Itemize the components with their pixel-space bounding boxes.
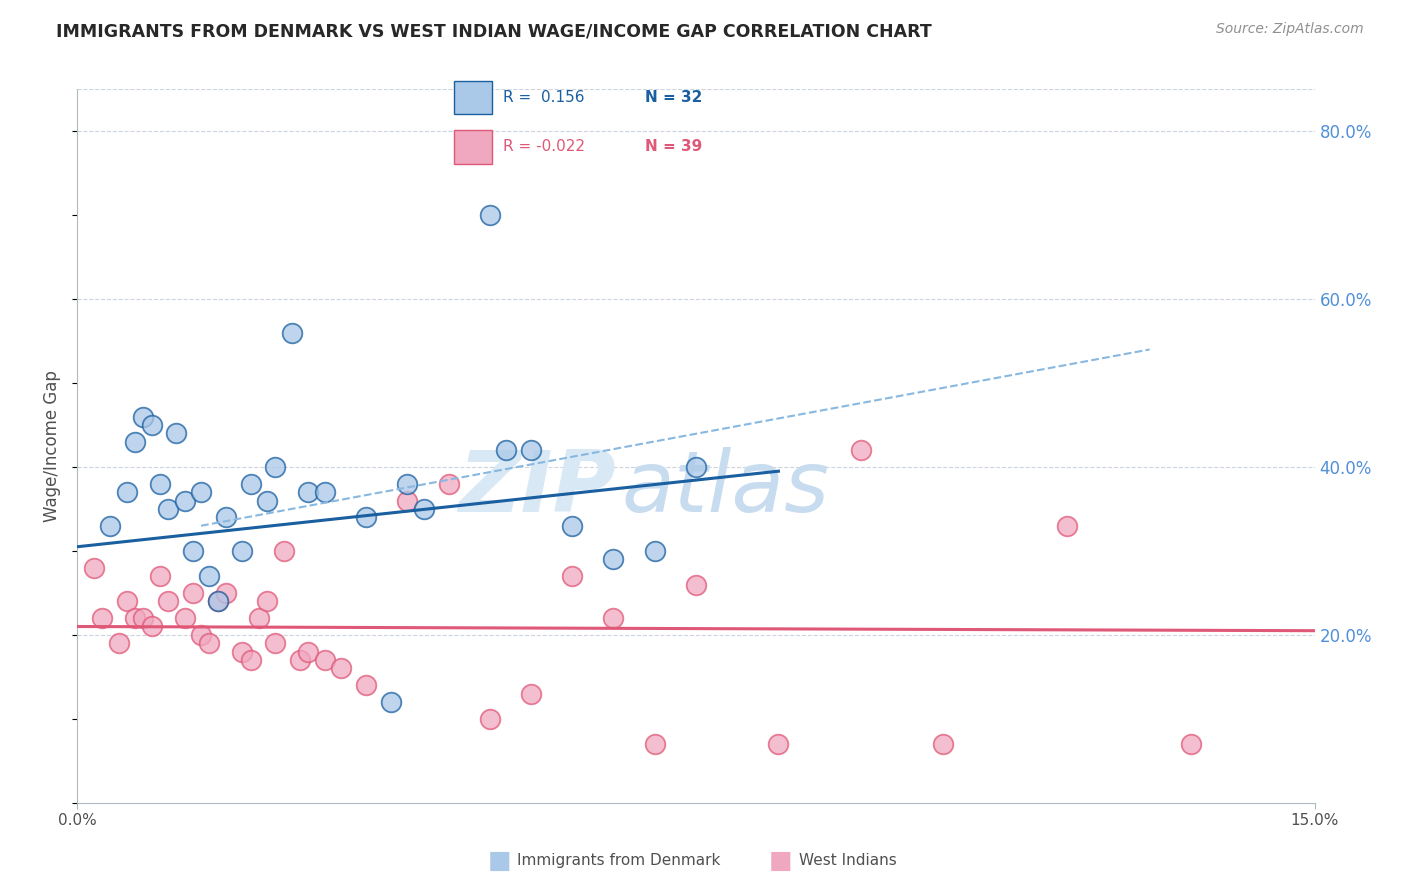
Point (314, 485, 336, 500)
Point (495, 443, 517, 458)
Point (157, 594, 180, 608)
Point (115, 485, 138, 500)
Text: Source: ZipAtlas.com: Source: ZipAtlas.com (1216, 22, 1364, 37)
Point (297, 485, 319, 500)
Text: West Indians: West Indians (799, 854, 897, 868)
Point (132, 611, 155, 625)
Point (165, 426, 187, 441)
Point (520, 687, 543, 701)
Point (107, 636, 129, 650)
Point (264, 636, 287, 650)
Text: R =  0.156: R = 0.156 (503, 90, 585, 105)
Point (181, 586, 204, 600)
Point (198, 569, 221, 583)
Point (273, 544, 295, 558)
Point (644, 737, 666, 751)
Text: IMMIGRANTS FROM DENMARK VS WEST INDIAN WAGE/INCOME GAP CORRELATION CHART: IMMIGRANTS FROM DENMARK VS WEST INDIAN W… (56, 22, 932, 40)
Point (685, 460, 707, 475)
Point (437, 476, 460, 491)
Point (215, 510, 238, 524)
Point (132, 409, 155, 424)
Point (173, 493, 195, 508)
Point (1056, 518, 1078, 533)
Point (215, 586, 238, 600)
Text: ■: ■ (769, 849, 792, 872)
Text: ■: ■ (488, 849, 510, 872)
Text: atlas: atlas (621, 447, 830, 531)
Point (124, 611, 146, 625)
Point (124, 434, 146, 449)
Point (396, 476, 419, 491)
Point (685, 577, 707, 591)
Point (239, 476, 262, 491)
Point (231, 544, 253, 558)
Point (207, 594, 229, 608)
Point (231, 645, 253, 659)
Text: Immigrants from Denmark: Immigrants from Denmark (517, 854, 721, 868)
Text: ZIP: ZIP (458, 447, 616, 531)
Point (190, 485, 212, 500)
Point (396, 493, 419, 508)
Point (330, 661, 353, 675)
Bar (454, 130, 492, 163)
Point (83, 560, 105, 574)
Point (256, 594, 278, 608)
Point (561, 569, 583, 583)
Point (207, 594, 229, 608)
Point (256, 493, 278, 508)
Point (288, 653, 311, 667)
Text: N = 32: N = 32 (644, 90, 702, 105)
Point (412, 502, 434, 516)
Point (380, 695, 402, 709)
Point (281, 326, 304, 340)
Point (602, 611, 624, 625)
Point (198, 636, 221, 650)
Point (173, 611, 195, 625)
Point (1180, 737, 1202, 751)
Point (141, 619, 163, 633)
Point (561, 518, 583, 533)
Text: R = -0.022: R = -0.022 (503, 139, 585, 154)
Point (264, 460, 287, 475)
Point (354, 678, 377, 692)
Bar (454, 80, 492, 114)
Point (932, 737, 955, 751)
Point (849, 443, 872, 458)
Point (644, 544, 666, 558)
Point (149, 569, 172, 583)
Point (520, 443, 543, 458)
Y-axis label: Wage/Income Gap: Wage/Income Gap (44, 370, 62, 522)
Point (98, 518, 121, 533)
Point (478, 712, 501, 726)
Point (91, 611, 114, 625)
Point (354, 510, 377, 524)
Point (478, 208, 501, 222)
Text: N = 39: N = 39 (644, 139, 702, 154)
Point (115, 594, 138, 608)
Point (297, 645, 319, 659)
Point (602, 552, 624, 566)
Point (149, 476, 172, 491)
Point (239, 653, 262, 667)
Point (247, 611, 270, 625)
Point (181, 544, 204, 558)
Point (190, 628, 212, 642)
Point (157, 502, 180, 516)
Point (314, 653, 336, 667)
Point (768, 737, 790, 751)
Point (141, 417, 163, 432)
